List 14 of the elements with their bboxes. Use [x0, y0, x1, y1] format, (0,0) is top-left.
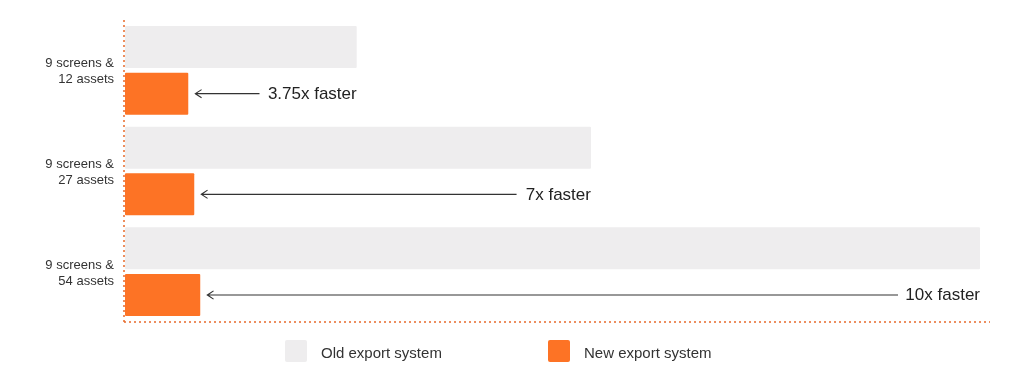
annotation: 3.75x faster	[267, 84, 358, 104]
bar	[125, 26, 357, 68]
y-tick-label: 9 screens & 27 assets	[45, 155, 115, 187]
y-tick-label: 9 screens & 12 assets	[45, 54, 115, 86]
annotation: 10x faster	[905, 285, 981, 305]
legend-label: New export system	[584, 343, 712, 361]
bar	[125, 274, 201, 316]
annotation: 7x faster	[525, 184, 592, 204]
bar	[125, 126, 591, 169]
legend-label: Old export system	[321, 343, 442, 361]
bar	[125, 72, 189, 115]
bar	[125, 227, 980, 270]
y-tick-label: 9 screens & 54 assets	[45, 256, 115, 288]
bar	[125, 173, 195, 216]
